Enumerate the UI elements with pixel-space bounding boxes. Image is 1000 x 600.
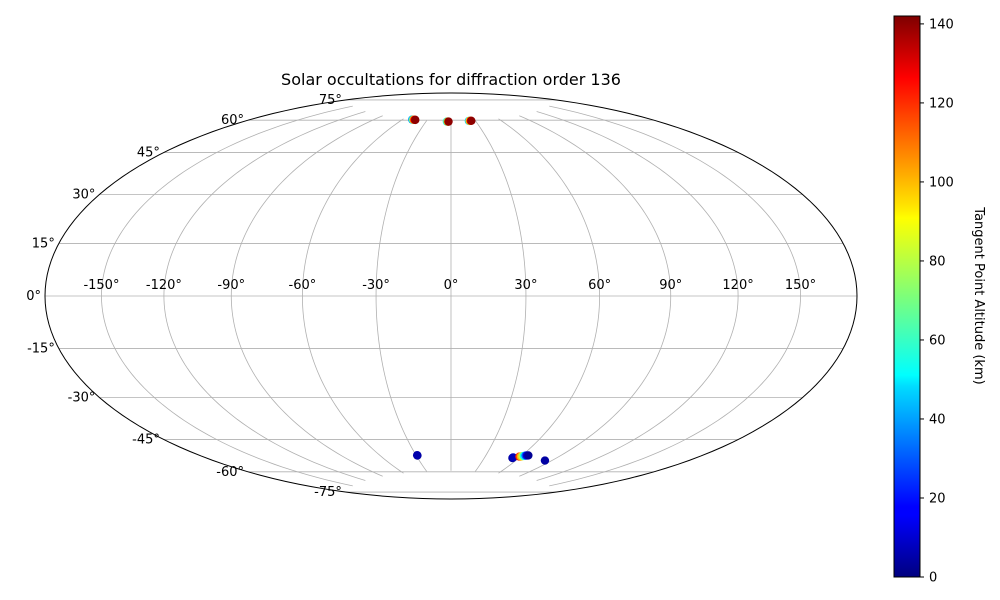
longitude-tick-label: 150°	[785, 278, 816, 293]
map-boundary	[44, 92, 858, 500]
colorbar-gradient	[893, 15, 921, 578]
colorbar-tick-label: 0	[929, 571, 937, 586]
latitude-tick-label: 60°	[221, 113, 244, 128]
data-point	[411, 115, 420, 125]
colorbar-tick-label: 40	[929, 412, 946, 427]
colorbar-tick-label: 80	[929, 254, 946, 269]
data-point	[467, 116, 476, 126]
colorbar-tick-label: 20	[929, 491, 946, 506]
colorbar-tick-label: 140	[929, 17, 954, 32]
longitude-tick-labels: -150° -120° -90° -60° -30° 0° 30° 60° 90° 120° 150…	[83, 278, 816, 293]
chart-title: Solar occultations for diffraction order…	[281, 70, 621, 89]
latitude-tick-label: 15°	[32, 236, 55, 251]
colorbar-tick-label: 120	[929, 96, 954, 111]
latitude-tick-label: -45°	[132, 433, 160, 448]
latitude-tick-label: 75°	[319, 93, 342, 108]
latitude-tick-label: -60°	[216, 465, 244, 480]
longitude-tick-label: -30°	[362, 278, 390, 293]
colorbar-ticks: 0 20 40 60 80 100 120 140	[920, 17, 954, 586]
longitude-tick-label: -90°	[217, 278, 245, 293]
data-point	[540, 456, 550, 465]
longitude-tick-label: -60°	[289, 278, 317, 293]
latitude-tick-label: -15°	[27, 342, 55, 357]
latitude-tick-label: 30°	[72, 188, 95, 203]
colorbar: 0 20 40 60 80 100 120 140 Tangent Point Altitud…	[893, 15, 986, 586]
graticule	[45, 99, 857, 493]
colorbar-tick-label: 60	[929, 333, 946, 348]
longitude-tick-label: 60°	[588, 278, 611, 293]
longitude-tick-label: -150°	[83, 278, 119, 293]
latitude-tick-labels: 75° 60° 45° 30° 15° 0° -15° -30° -45° -60° -75°	[26, 93, 342, 500]
longitude-tick-label: 90°	[659, 278, 682, 293]
data-point	[444, 117, 453, 126]
longitude-tick-label: 120°	[722, 278, 753, 293]
data-point	[412, 450, 422, 460]
latitude-tick-label: -30°	[68, 391, 96, 406]
latitude-tick-label: 0°	[26, 289, 41, 304]
longitude-tick-label: 30°	[514, 278, 537, 293]
longitude-tick-label: 0°	[444, 278, 459, 293]
colorbar-label: Tangent Point Altitude (km)	[971, 206, 986, 384]
data-point	[524, 451, 533, 460]
colorbar-tick-label: 100	[929, 175, 954, 190]
data-point	[508, 453, 518, 462]
map-area: -150° -120° -90° -60° -30° 0° 30° 60° 90° 120° 150…	[26, 92, 858, 500]
latitude-tick-label: 45°	[137, 145, 160, 160]
latitude-tick-label: -75°	[314, 485, 342, 500]
longitude-tick-label: -120°	[146, 278, 182, 293]
data-points	[407, 115, 550, 465]
